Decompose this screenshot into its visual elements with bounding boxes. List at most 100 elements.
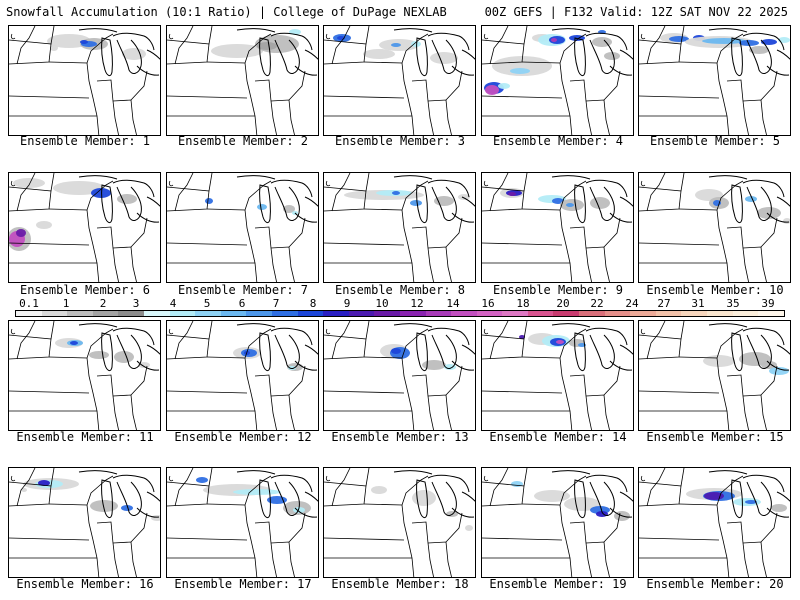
snowfall-area bbox=[392, 191, 400, 195]
snowfall-area bbox=[771, 504, 787, 512]
snowfall-area bbox=[422, 360, 446, 370]
ensemble-member-map bbox=[323, 172, 476, 283]
color-scale-segment bbox=[399, 311, 426, 316]
snowfall-area bbox=[757, 207, 781, 219]
snowfall-area bbox=[371, 486, 387, 494]
snowfall-area bbox=[257, 204, 267, 210]
snowfall-area bbox=[498, 83, 510, 89]
ensemble-member-map bbox=[481, 467, 634, 578]
ensemble-member-label: Ensemble Member: 1 bbox=[19, 134, 151, 148]
color-scale-segment bbox=[604, 311, 631, 316]
snowfall-area bbox=[551, 38, 557, 42]
color-scale-segment bbox=[527, 311, 554, 316]
ensemble-member-label: Ensemble Member: 17 bbox=[174, 577, 312, 591]
ensemble-member-label: Ensemble Member: 16 bbox=[16, 577, 154, 591]
snowfall-area bbox=[16, 229, 26, 237]
color-scale-tick-label: 35 bbox=[726, 297, 740, 310]
color-scale-segment bbox=[681, 311, 708, 316]
snowfall-area bbox=[552, 198, 564, 204]
ensemble-member-label: Ensemble Member: 11 bbox=[16, 430, 154, 444]
ensemble-member-map bbox=[166, 172, 319, 283]
snowfall-area bbox=[288, 366, 296, 370]
snowfall-area bbox=[89, 351, 109, 359]
snowfall-area bbox=[761, 39, 777, 45]
model-valid-time: 00Z GEFS | F132 Valid: 12Z SAT NOV 22 20… bbox=[484, 5, 788, 19]
ensemble-member-map bbox=[8, 467, 161, 578]
snowfall-area bbox=[363, 49, 395, 59]
color-scale-tick-label: 10 bbox=[375, 297, 389, 310]
ensemble-member-map bbox=[8, 172, 161, 283]
color-scale-tick-label: 27 bbox=[657, 297, 671, 310]
ensemble-member-label: Ensemble Member: 14 bbox=[489, 430, 627, 444]
ensemble-member-label: Ensemble Member: 10 bbox=[646, 283, 784, 297]
ensemble-member-map bbox=[638, 320, 791, 431]
snowfall-area bbox=[430, 52, 458, 64]
snowfall-area bbox=[769, 367, 789, 375]
snowfall-area bbox=[783, 218, 790, 224]
snowfall-area bbox=[21, 488, 27, 492]
ensemble-member-map bbox=[166, 320, 319, 431]
color-scale-segment bbox=[297, 311, 324, 316]
snowfall-area bbox=[196, 477, 208, 483]
ensemble-member-map bbox=[323, 320, 476, 431]
snowfall-area bbox=[564, 497, 600, 511]
color-scale-tick-label: 7 bbox=[272, 297, 280, 310]
color-scale-tick-label: 31 bbox=[691, 297, 705, 310]
color-scale-tick-label: 3 bbox=[132, 297, 140, 310]
color-scale-tick-label: 24 bbox=[625, 297, 639, 310]
snowfall-color-scale bbox=[15, 310, 785, 317]
snowfall-area bbox=[117, 194, 137, 204]
color-scale-tick-label: 9 bbox=[343, 297, 351, 310]
snowfall-area bbox=[492, 56, 552, 76]
color-scale-segment bbox=[195, 311, 221, 316]
ensemble-member-map bbox=[481, 25, 634, 136]
snowfall-area bbox=[590, 197, 610, 209]
snowfall-area bbox=[604, 52, 620, 60]
ensemble-member-label: Ensemble Member: 9 bbox=[492, 283, 624, 297]
color-scale-segment bbox=[118, 311, 144, 316]
snowfall-area bbox=[90, 500, 118, 512]
snowfall-area bbox=[508, 192, 516, 196]
color-scale-segment bbox=[425, 311, 452, 316]
color-scale-segment bbox=[732, 311, 759, 316]
color-scale-segment bbox=[707, 311, 733, 316]
ensemble-member-map bbox=[638, 172, 791, 283]
ensemble-member-map bbox=[8, 320, 161, 431]
ensemble-member-label: Ensemble Member: 20 bbox=[646, 577, 784, 591]
color-scale-segment bbox=[323, 311, 349, 316]
ensemble-member-map bbox=[166, 467, 319, 578]
ensemble-member-label: Ensemble Member: 4 bbox=[492, 134, 624, 148]
ensemble-member-label: Ensemble Member: 5 bbox=[649, 134, 781, 148]
ensemble-member-label: Ensemble Member: 8 bbox=[334, 283, 466, 297]
snowfall-area bbox=[205, 198, 213, 204]
map-title: Snowfall Accumulation (10:1 Ratio) | Col… bbox=[6, 5, 447, 19]
snowfall-area bbox=[122, 48, 146, 60]
snowfall-area bbox=[50, 45, 58, 51]
color-scale-tick-label: 39 bbox=[761, 297, 775, 310]
ensemble-member-label: Ensemble Member: 12 bbox=[174, 430, 312, 444]
color-scale-segment bbox=[553, 311, 580, 316]
snowfall-area bbox=[739, 40, 759, 46]
snowfall-area bbox=[410, 200, 422, 206]
snowfall-area bbox=[91, 188, 111, 198]
snowfall-area bbox=[465, 525, 473, 531]
ensemble-member-map bbox=[323, 467, 476, 578]
color-scale-segment bbox=[476, 311, 503, 316]
snowfall-area bbox=[458, 194, 470, 200]
color-scale-segment bbox=[630, 311, 656, 316]
snowfall-area bbox=[749, 46, 769, 54]
snowfall-area bbox=[534, 490, 570, 502]
ensemble-member-map bbox=[323, 25, 476, 136]
snowfall-area bbox=[121, 505, 133, 511]
color-scale-segment bbox=[451, 311, 477, 316]
snowfall-area bbox=[669, 36, 689, 42]
ensemble-member-label: Ensemble Member: 18 bbox=[331, 577, 469, 591]
color-scale-segment bbox=[67, 311, 93, 316]
snowfall-area bbox=[13, 178, 45, 188]
snowfall-area bbox=[151, 515, 160, 521]
ensemble-member-label: Ensemble Member: 6 bbox=[19, 283, 151, 297]
color-scale-segment bbox=[92, 311, 119, 316]
snowfall-area bbox=[412, 490, 436, 506]
ensemble-member-label: Ensemble Member: 13 bbox=[331, 430, 469, 444]
color-scale-tick-label: 14 bbox=[446, 297, 460, 310]
